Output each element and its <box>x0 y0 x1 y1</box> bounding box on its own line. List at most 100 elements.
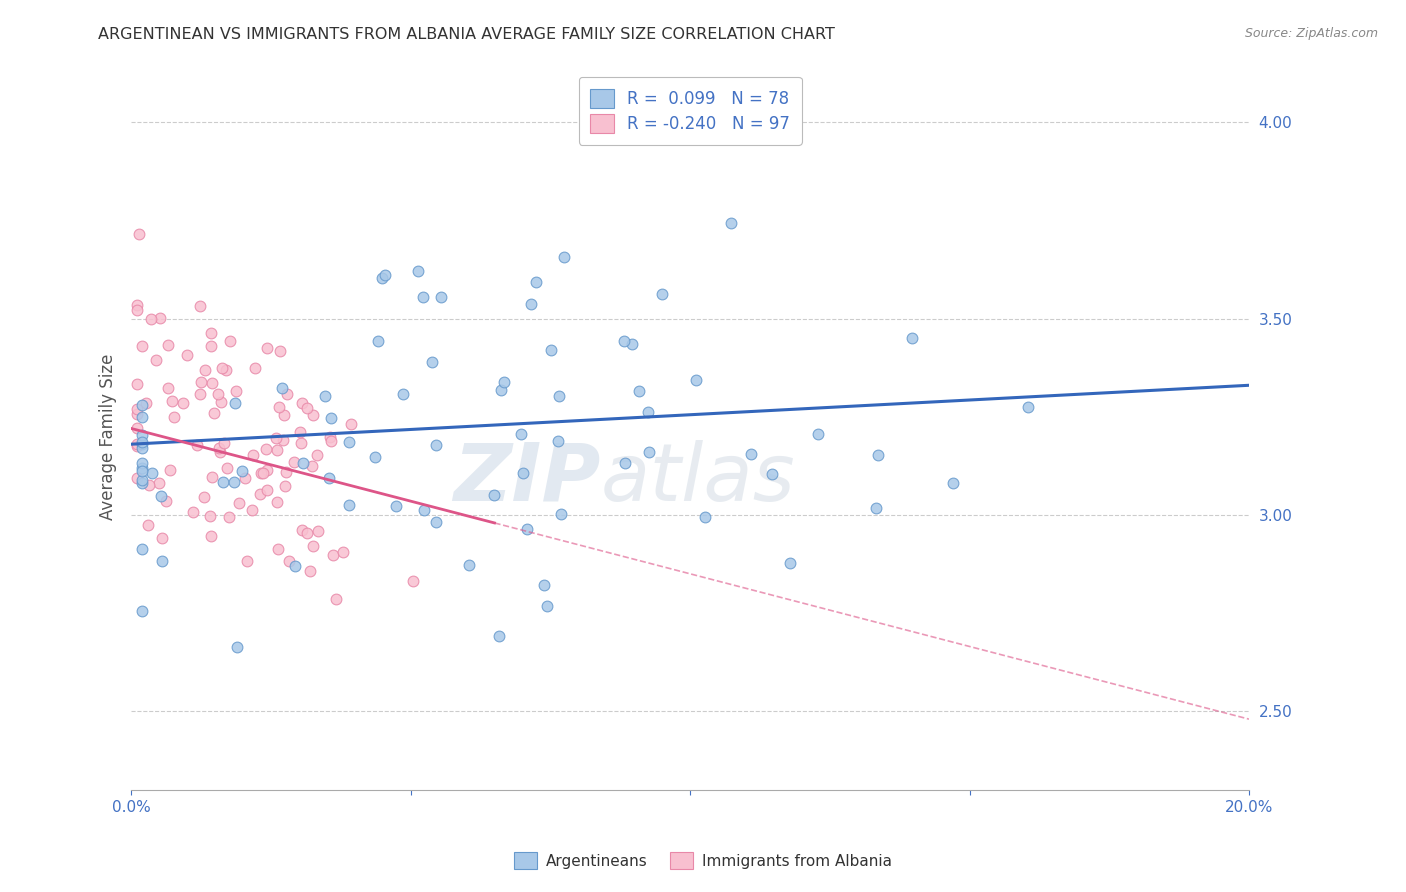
Point <box>243 361 266 376</box>
Point <box>314 389 336 403</box>
Point <box>201 469 224 483</box>
Point <box>212 436 235 450</box>
Point <box>720 216 742 230</box>
Point <box>284 559 307 574</box>
Point <box>273 408 295 422</box>
Point <box>374 268 396 283</box>
Point <box>458 558 481 573</box>
Point <box>540 343 562 357</box>
Point <box>301 539 323 553</box>
Point <box>413 503 436 517</box>
Point <box>125 439 148 453</box>
Point <box>215 363 238 377</box>
Point <box>183 505 205 519</box>
Point <box>520 297 543 311</box>
Point <box>198 508 221 523</box>
Point <box>638 445 661 459</box>
Point <box>637 405 659 419</box>
Point <box>274 465 297 479</box>
Point <box>693 510 716 524</box>
Point <box>211 360 233 375</box>
Point <box>266 431 288 445</box>
Point <box>322 548 344 562</box>
Point <box>138 478 160 492</box>
Point <box>651 287 673 301</box>
Point <box>125 471 148 485</box>
Point <box>290 435 312 450</box>
Point <box>219 334 242 348</box>
Point <box>200 529 222 543</box>
Point <box>267 541 290 556</box>
Point <box>125 303 148 318</box>
Point <box>131 476 153 491</box>
Point <box>489 383 512 397</box>
Point <box>305 448 328 462</box>
Point <box>307 524 329 538</box>
Point <box>402 574 425 589</box>
Point <box>131 542 153 557</box>
Point <box>367 334 389 348</box>
Point <box>139 312 162 326</box>
Point <box>250 467 273 481</box>
Point <box>163 410 186 425</box>
Legend: R =  0.099   N = 78, R = -0.240   N = 97: R = 0.099 N = 78, R = -0.240 N = 97 <box>579 77 801 145</box>
Point <box>779 556 801 570</box>
Point <box>627 384 650 398</box>
Point <box>297 401 319 416</box>
Point <box>547 389 569 403</box>
Point <box>865 501 887 516</box>
Point <box>363 450 385 464</box>
Point <box>131 409 153 424</box>
Point <box>131 339 153 353</box>
Point <box>533 578 555 592</box>
Point <box>288 425 311 439</box>
Point <box>620 337 643 351</box>
Point <box>273 433 295 447</box>
Point <box>276 386 298 401</box>
Point <box>425 515 447 529</box>
Point <box>301 408 323 422</box>
Legend: Argentineans, Immigrants from Albania: Argentineans, Immigrants from Albania <box>508 846 898 875</box>
Point <box>131 398 153 412</box>
Point <box>494 375 516 389</box>
Point <box>425 438 447 452</box>
Point <box>155 493 177 508</box>
Point <box>761 467 783 481</box>
Point <box>613 334 636 348</box>
Point <box>233 471 256 485</box>
Point <box>225 640 247 654</box>
Point <box>267 400 290 414</box>
Point <box>141 467 163 481</box>
Point <box>125 421 148 435</box>
Point <box>942 475 965 490</box>
Point <box>242 448 264 462</box>
Point <box>188 300 211 314</box>
Text: Source: ZipAtlas.com: Source: ZipAtlas.com <box>1244 27 1378 40</box>
Point <box>278 554 301 568</box>
Point <box>225 384 247 399</box>
Text: ZIP: ZIP <box>453 440 600 517</box>
Point <box>319 410 342 425</box>
Point <box>256 483 278 498</box>
Point <box>207 441 229 455</box>
Point <box>807 427 830 442</box>
Point <box>131 428 153 442</box>
Point <box>207 387 229 401</box>
Point <box>200 339 222 353</box>
Point <box>319 430 342 444</box>
Point <box>131 464 153 478</box>
Point <box>150 554 173 568</box>
Point <box>337 498 360 512</box>
Point <box>202 406 225 420</box>
Point <box>516 522 538 536</box>
Point <box>148 475 170 490</box>
Point <box>159 462 181 476</box>
Point <box>420 354 443 368</box>
Point <box>193 491 215 505</box>
Point <box>145 352 167 367</box>
Point <box>150 489 173 503</box>
Point <box>547 434 569 449</box>
Point <box>125 407 148 421</box>
Point <box>218 509 240 524</box>
Point <box>136 517 159 532</box>
